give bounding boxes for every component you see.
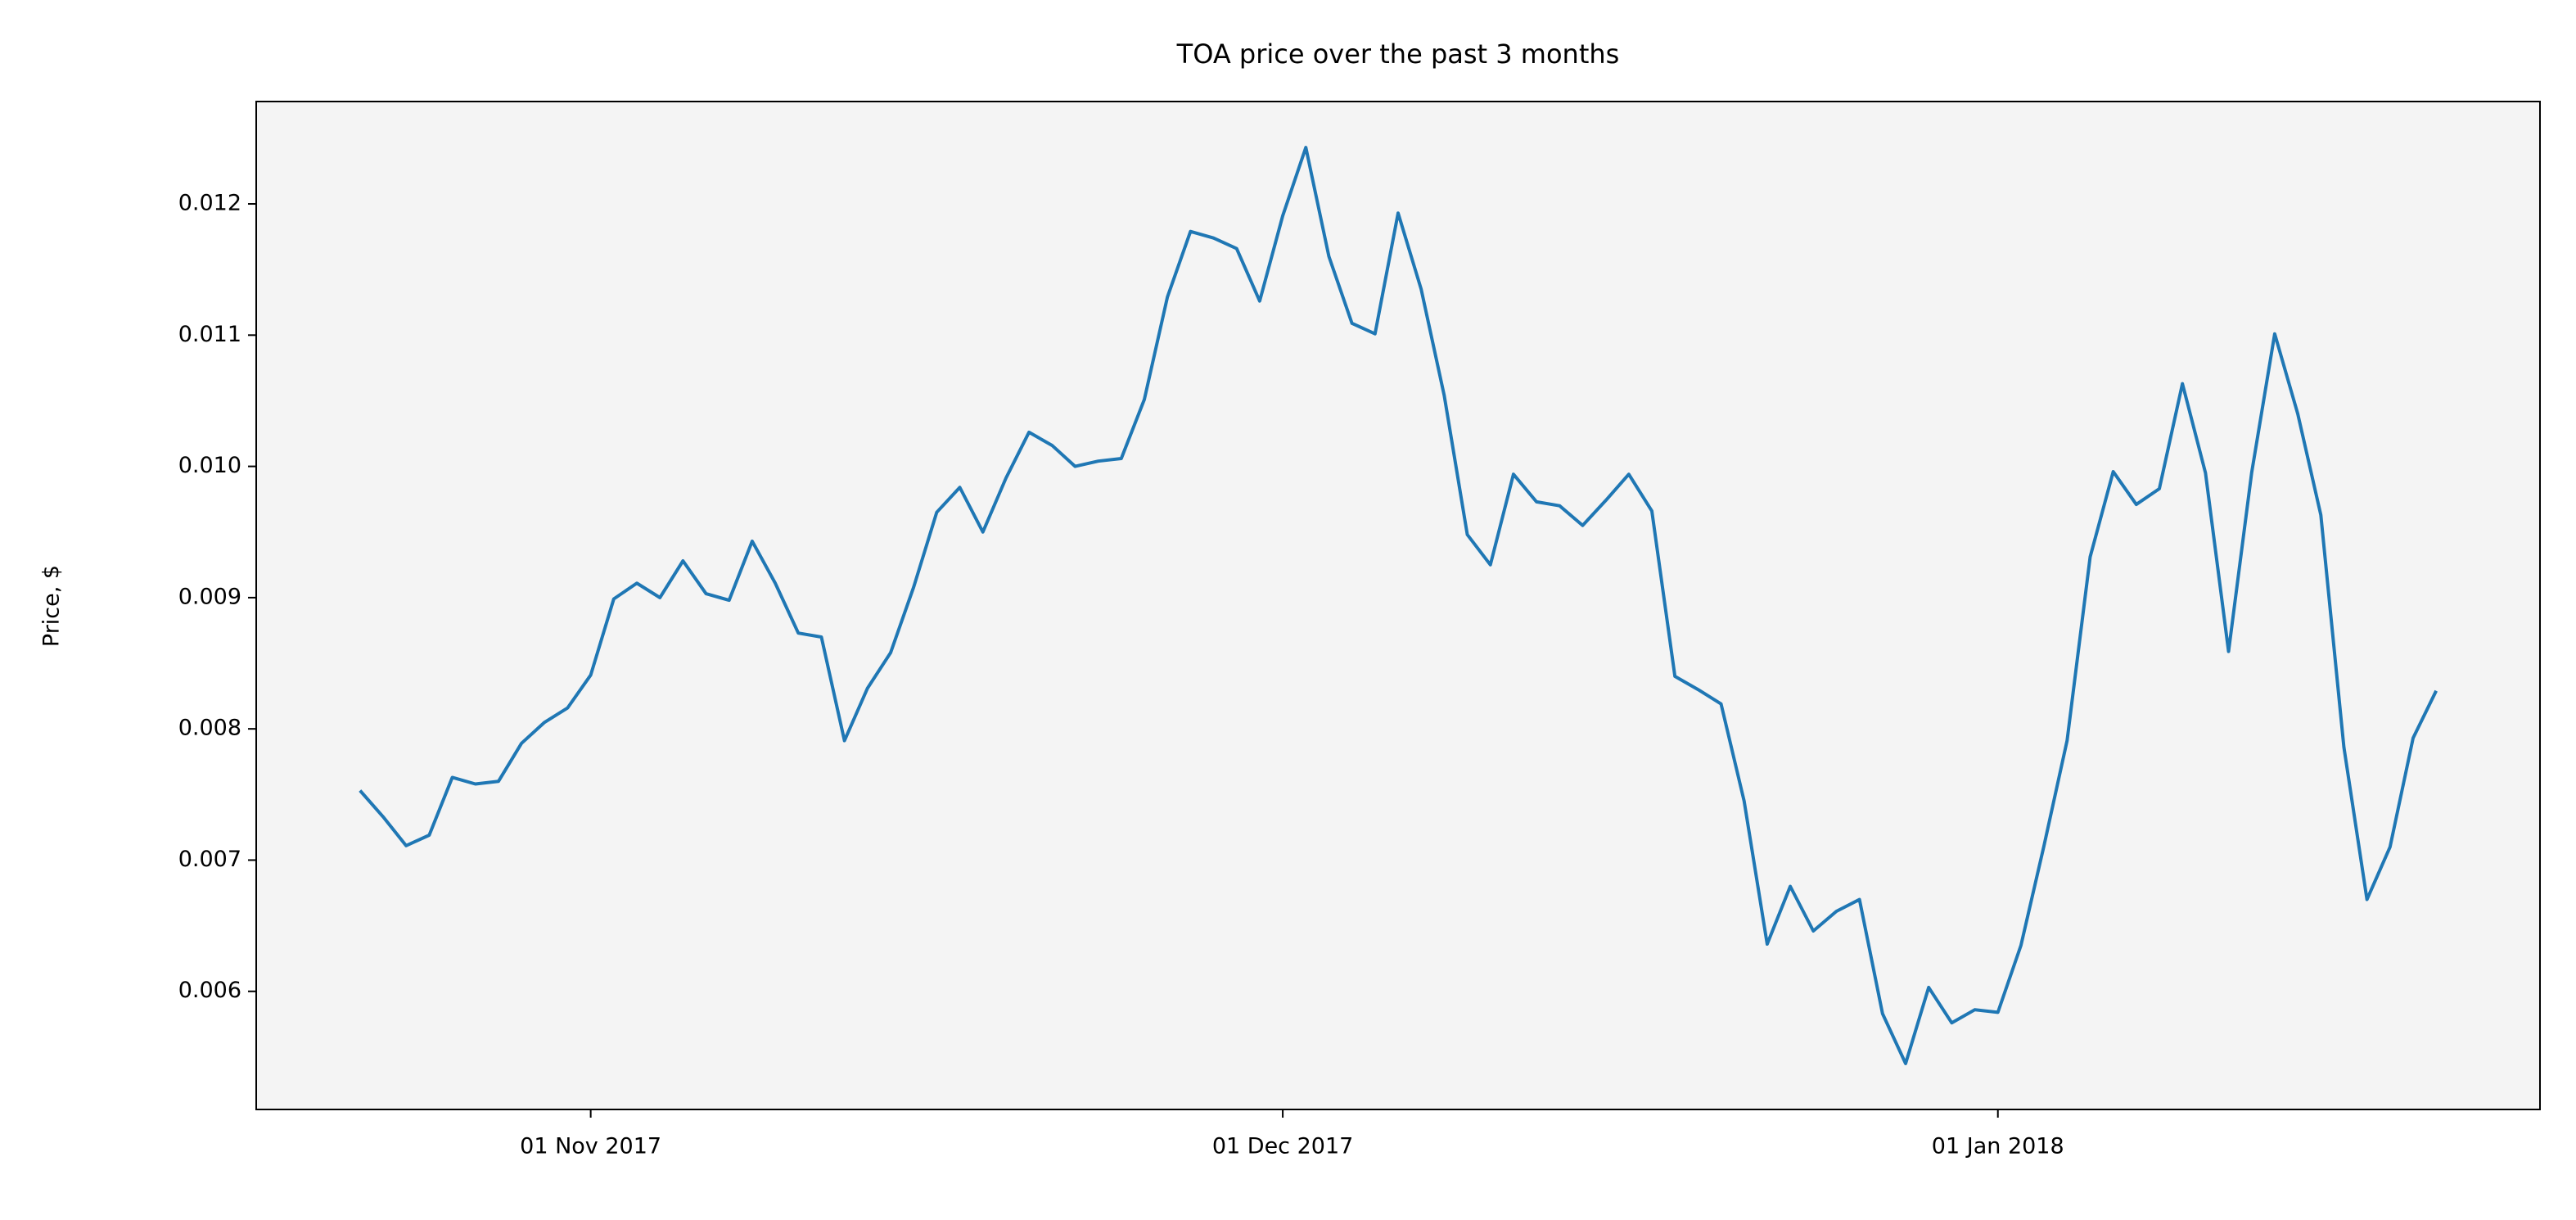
y-tick-label: 0.008 <box>178 716 241 741</box>
price-line <box>359 146 2438 1065</box>
y-tick-label: 0.007 <box>178 847 241 872</box>
x-tick-label: 01 Nov 2017 <box>520 1134 661 1159</box>
plot-area <box>256 102 2540 1109</box>
x-tick-label: 01 Dec 2017 <box>1212 1134 1353 1159</box>
y-tick-label: 0.012 <box>178 191 241 216</box>
plot-frame <box>255 101 2541 1110</box>
y-axis-label: Price, $ <box>39 565 65 647</box>
x-tick-label: 01 Jan 2018 <box>1932 1134 2064 1159</box>
y-tick-label: 0.010 <box>178 453 241 478</box>
chart-title: TOA price over the past 3 months <box>1176 38 1620 70</box>
y-tick-label: 0.011 <box>178 322 241 347</box>
y-tick-label: 0.009 <box>178 584 241 609</box>
y-tick-label: 0.006 <box>178 978 241 1003</box>
